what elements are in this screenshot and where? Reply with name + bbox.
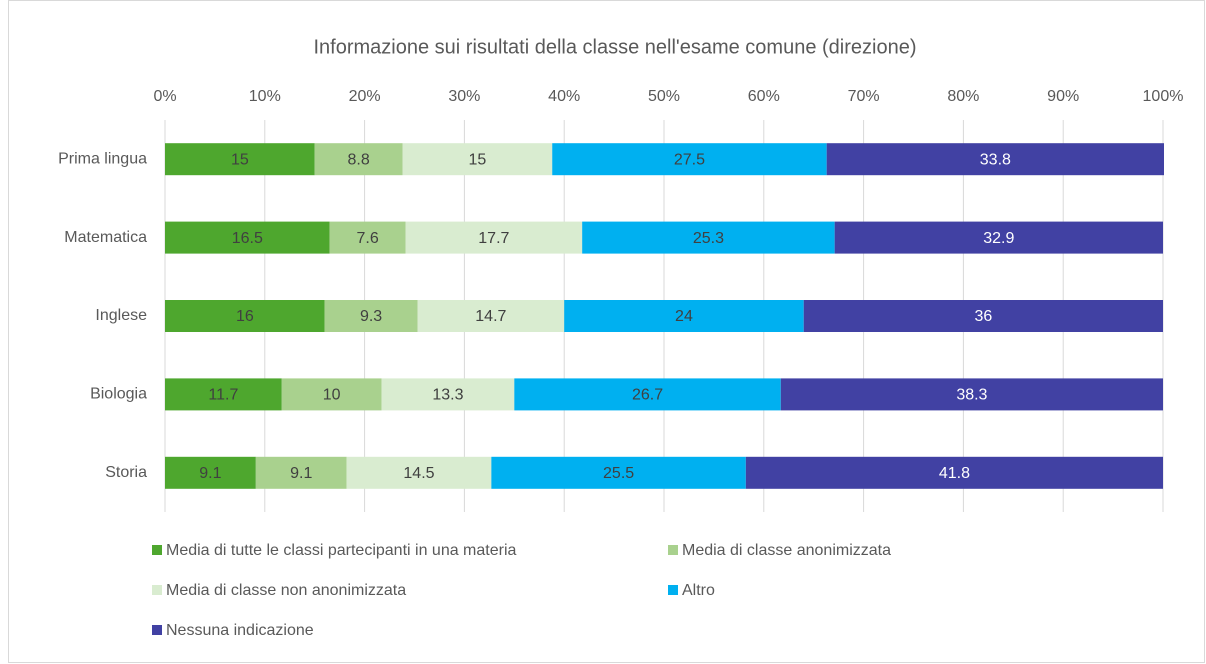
bar-segment — [564, 300, 804, 332]
data-label: 13.3 — [432, 387, 463, 404]
legend-label: Nessuna indicazione — [166, 622, 314, 639]
data-label: 15 — [231, 151, 249, 168]
data-label: 32.9 — [983, 230, 1014, 247]
bar-segment — [165, 300, 325, 332]
bar-segment — [582, 221, 835, 254]
legend-label: Media di classe non anonimizzata — [166, 582, 406, 599]
y-tick-label: Inglese — [95, 307, 147, 324]
bar-segment — [491, 456, 746, 489]
bar-segment — [324, 300, 418, 332]
data-label: 25.3 — [693, 230, 724, 247]
y-tick-label: Storia — [105, 464, 147, 481]
legend-label: Altro — [682, 582, 715, 599]
bar-segment — [165, 456, 256, 489]
data-label: 17.7 — [478, 230, 509, 247]
y-tick-label: Matematica — [64, 229, 147, 246]
legend-swatch — [152, 585, 162, 595]
x-tick-label: 100% — [1143, 88, 1184, 105]
data-label: 25.5 — [603, 465, 634, 482]
data-label: 41.8 — [939, 465, 970, 482]
data-label: 14.7 — [475, 308, 506, 325]
data-label: 27.5 — [674, 151, 705, 168]
chart-title: Informazione sui risultati della classe … — [314, 36, 917, 58]
x-tick-label: 10% — [249, 88, 281, 105]
bar-segment — [255, 456, 347, 489]
legend-swatch — [152, 625, 162, 635]
bar-segment — [165, 378, 282, 411]
legend-label: Media di tutte le classi partecipanti in… — [166, 542, 517, 559]
y-tick-label: Prima lingua — [58, 150, 147, 167]
data-label: 26.7 — [632, 387, 663, 404]
x-tick-label: 0% — [153, 88, 176, 105]
data-label: 9.1 — [199, 465, 221, 482]
data-label: 11.7 — [208, 387, 238, 404]
bar-segment — [381, 378, 515, 411]
legend-label: Media di classe anonimizzata — [682, 542, 891, 559]
data-label: 15 — [468, 151, 486, 168]
data-label: 16.5 — [232, 230, 263, 247]
data-label: 9.1 — [290, 465, 312, 482]
bar-segment — [826, 143, 1164, 176]
bar-segment — [405, 221, 583, 254]
bar-segment — [552, 143, 827, 176]
data-label: 14.5 — [403, 465, 434, 482]
data-label: 8.8 — [347, 151, 369, 168]
bar-segment — [745, 456, 1163, 489]
data-label: 24 — [675, 308, 693, 325]
data-label: 9.3 — [360, 308, 382, 325]
x-tick-label: 70% — [848, 88, 880, 105]
x-tick-label: 80% — [947, 88, 979, 105]
bar-segment — [314, 143, 403, 176]
bar-segment — [281, 378, 382, 411]
bar-segment — [417, 300, 565, 332]
x-tick-label: 90% — [1047, 88, 1079, 105]
x-tick-label: 60% — [748, 88, 780, 105]
y-tick-label: Biologia — [90, 386, 147, 403]
bar-segment — [803, 300, 1163, 332]
legend-swatch — [668, 585, 678, 595]
data-label: 38.3 — [956, 387, 987, 404]
x-tick-label: 20% — [349, 88, 381, 105]
data-label: 7.6 — [356, 230, 378, 247]
legend-swatch — [152, 545, 162, 555]
bar-segment — [402, 143, 553, 176]
data-label: 36 — [974, 308, 992, 325]
legend-swatch — [668, 545, 678, 555]
data-label: 33.8 — [980, 151, 1011, 168]
bar-segment — [165, 143, 315, 176]
bar-segment — [514, 378, 781, 411]
bar-segment — [780, 378, 1163, 411]
x-tick-label: 50% — [648, 88, 680, 105]
bar-segment — [346, 456, 492, 489]
x-tick-label: 40% — [548, 88, 580, 105]
bar-segment — [165, 221, 330, 254]
data-label: 10 — [323, 387, 341, 404]
x-tick-label: 30% — [448, 88, 480, 105]
bar-segment — [834, 221, 1163, 254]
bar-segment — [329, 221, 406, 254]
data-label: 16 — [236, 308, 254, 325]
